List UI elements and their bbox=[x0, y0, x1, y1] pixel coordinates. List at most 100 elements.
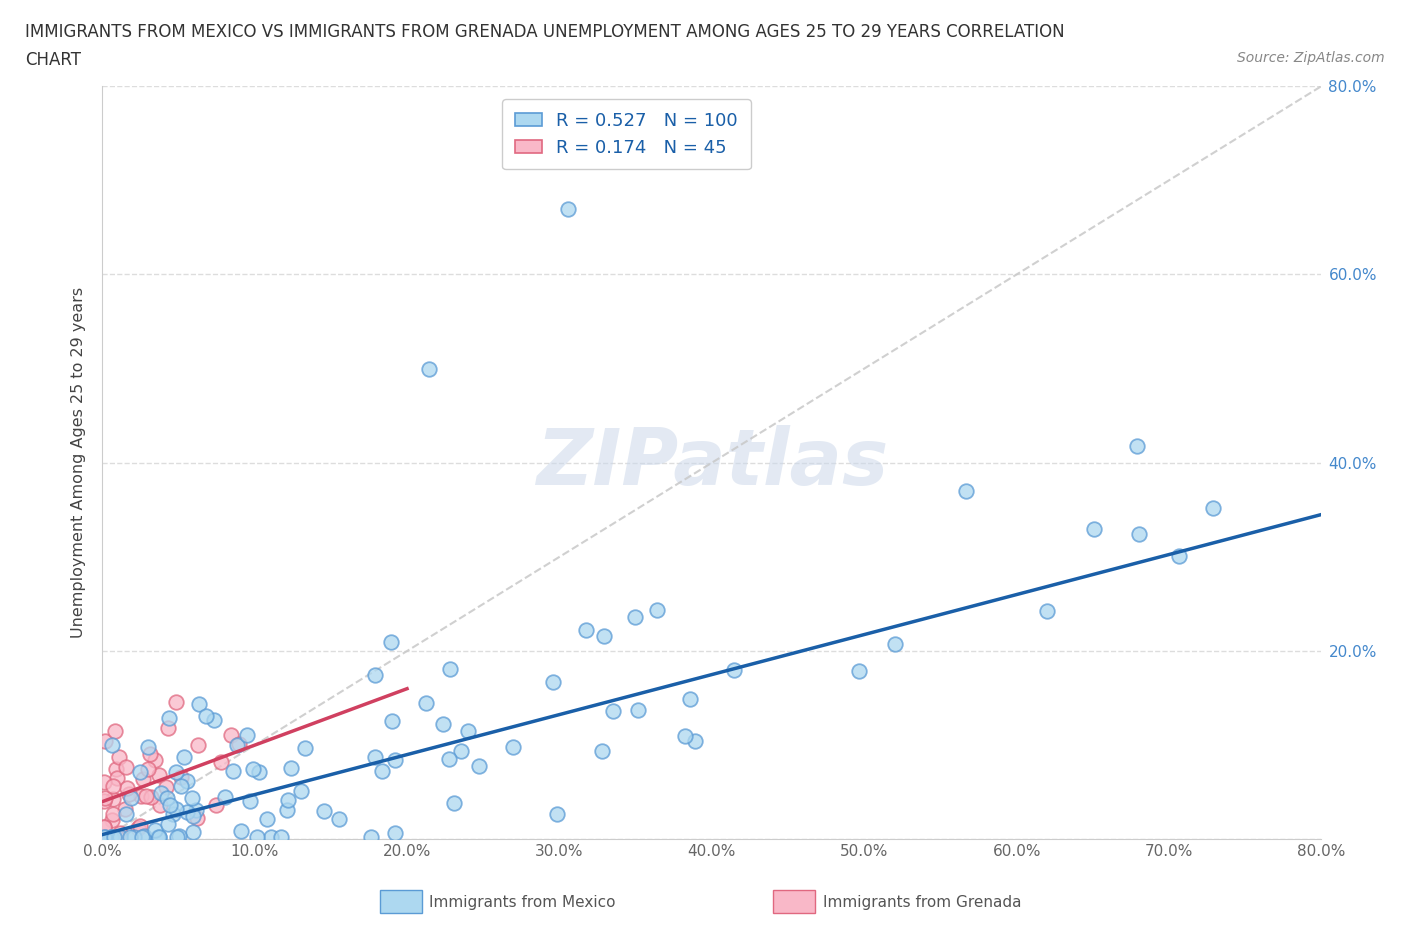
Point bbox=[360, 830, 382, 844]
Point bbox=[93, 794, 115, 809]
Point bbox=[723, 662, 745, 677]
Point bbox=[165, 694, 187, 709]
Point bbox=[136, 762, 159, 777]
Point bbox=[157, 711, 180, 725]
Point bbox=[186, 803, 208, 817]
Point bbox=[103, 724, 125, 738]
Point bbox=[270, 830, 292, 844]
Point bbox=[226, 737, 249, 752]
Point bbox=[236, 727, 259, 742]
Point bbox=[371, 764, 394, 778]
Point bbox=[120, 830, 142, 844]
Point bbox=[202, 712, 225, 727]
Point bbox=[219, 728, 242, 743]
Point bbox=[159, 797, 181, 812]
Point bbox=[294, 740, 316, 755]
Point bbox=[204, 797, 226, 812]
Point bbox=[170, 770, 193, 785]
Point bbox=[103, 830, 125, 844]
Point bbox=[645, 603, 668, 618]
Point bbox=[276, 803, 298, 817]
Point bbox=[149, 786, 172, 801]
Text: CHART: CHART bbox=[25, 51, 82, 69]
Point bbox=[105, 770, 128, 785]
Point bbox=[148, 768, 170, 783]
Point bbox=[418, 361, 440, 376]
Point bbox=[1202, 500, 1225, 515]
Point bbox=[1036, 604, 1059, 618]
Point bbox=[575, 622, 598, 637]
Point bbox=[260, 830, 283, 844]
Point bbox=[181, 825, 204, 840]
Point bbox=[155, 779, 177, 794]
Point bbox=[1168, 549, 1191, 564]
Point bbox=[432, 716, 454, 731]
Point bbox=[602, 703, 624, 718]
Point bbox=[135, 789, 157, 804]
Point bbox=[242, 762, 264, 777]
Point bbox=[277, 793, 299, 808]
Point bbox=[108, 750, 131, 764]
Point bbox=[114, 802, 136, 817]
Point bbox=[101, 806, 124, 821]
Text: Immigrants from Mexico: Immigrants from Mexico bbox=[429, 895, 616, 910]
Point bbox=[883, 637, 905, 652]
Point bbox=[457, 724, 479, 738]
Point bbox=[132, 829, 155, 844]
Point bbox=[679, 692, 702, 707]
Text: Immigrants from Grenada: Immigrants from Grenada bbox=[823, 895, 1021, 910]
Point bbox=[131, 830, 153, 844]
Point bbox=[100, 830, 122, 844]
Point bbox=[167, 829, 190, 844]
Point bbox=[93, 774, 115, 789]
Text: IMMIGRANTS FROM MEXICO VS IMMIGRANTS FROM GRENADA UNEMPLOYMENT AMONG AGES 25 TO : IMMIGRANTS FROM MEXICO VS IMMIGRANTS FRO… bbox=[25, 23, 1064, 41]
Point bbox=[108, 826, 131, 841]
Point bbox=[139, 790, 162, 804]
Point bbox=[121, 790, 143, 805]
Point bbox=[143, 822, 166, 837]
Point bbox=[148, 830, 170, 844]
Text: ZIPatlas: ZIPatlas bbox=[536, 425, 889, 500]
Point bbox=[364, 668, 387, 683]
Point bbox=[592, 629, 614, 644]
Point bbox=[127, 821, 149, 836]
Point bbox=[256, 811, 278, 826]
Point bbox=[100, 813, 122, 828]
Point bbox=[181, 808, 204, 823]
Point bbox=[364, 750, 387, 764]
Point bbox=[108, 830, 131, 844]
Point bbox=[848, 663, 870, 678]
Point bbox=[280, 761, 302, 776]
Point bbox=[543, 674, 565, 689]
Point bbox=[194, 709, 217, 724]
Point bbox=[328, 811, 350, 826]
Point bbox=[162, 807, 184, 822]
Point bbox=[1083, 522, 1105, 537]
Point bbox=[170, 778, 193, 793]
Point bbox=[136, 739, 159, 754]
Point bbox=[131, 789, 153, 804]
Point bbox=[186, 810, 208, 825]
Point bbox=[148, 797, 170, 812]
Point bbox=[246, 830, 269, 844]
Point bbox=[1126, 439, 1149, 454]
Point bbox=[384, 752, 406, 767]
Point bbox=[176, 805, 198, 820]
Point bbox=[101, 737, 124, 752]
Point bbox=[239, 793, 262, 808]
Point bbox=[312, 804, 335, 818]
Point bbox=[103, 791, 125, 806]
Point bbox=[229, 823, 252, 838]
Point bbox=[380, 635, 402, 650]
Point bbox=[165, 802, 187, 817]
Point bbox=[129, 764, 152, 779]
Point bbox=[290, 784, 312, 799]
Point bbox=[502, 739, 524, 754]
Point bbox=[683, 734, 706, 749]
Point bbox=[173, 751, 195, 765]
Point bbox=[955, 484, 977, 498]
Point bbox=[93, 820, 115, 835]
Point bbox=[94, 830, 117, 844]
Point bbox=[623, 610, 645, 625]
Point bbox=[1128, 526, 1150, 541]
